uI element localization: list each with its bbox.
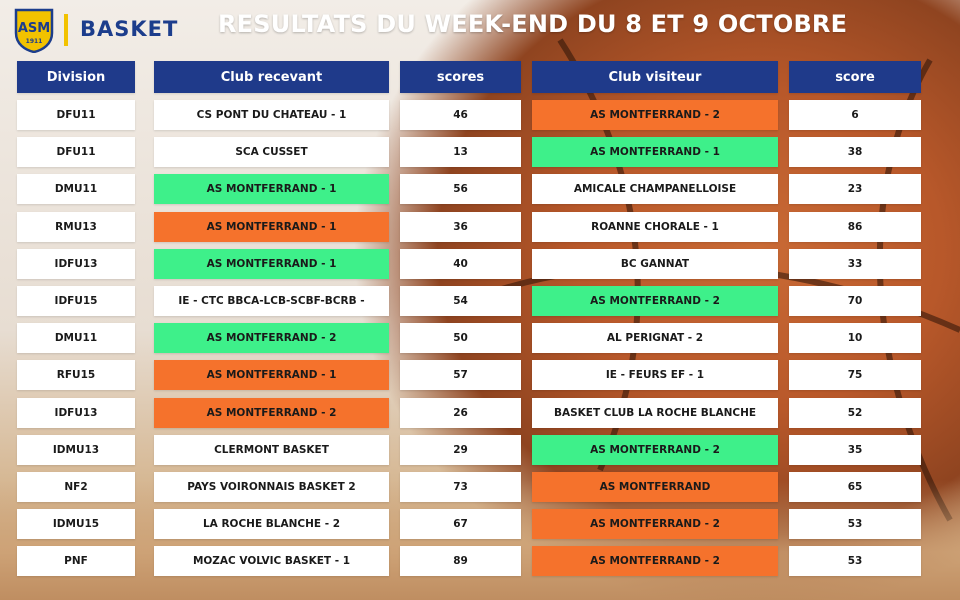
away-club-cell: AMICALE CHAMPANELLOISE [532,174,778,204]
home-club-cell: CLERMONT BASKET [154,435,389,465]
home-score-cell: 13 [400,137,521,167]
away-club-cell: AS MONTFERRAND - 2 [532,286,778,316]
away-score-cell: 33 [789,249,921,279]
home-score-cell: 57 [400,360,521,390]
logo-text: ASM [18,21,50,36]
away-club-cell: BC GANNAT [532,249,778,279]
home-club-cell: SCA CUSSET [154,137,389,167]
away-club-cell: AS MONTFERRAND - 2 [532,100,778,130]
home-score-cell: 26 [400,398,521,428]
away-club-cell: AS MONTFERRAND [532,472,778,502]
home-club-cell: LA ROCHE BLANCHE - 2 [154,509,389,539]
away-club-cell: BASKET CLUB LA ROCHE BLANCHE [532,398,778,428]
column-header-away-score: score [789,61,921,93]
home-score-cell: 56 [400,174,521,204]
home-score-cell: 46 [400,100,521,130]
home-score-cell: 89 [400,546,521,576]
away-club-cell: IE - FEURS EF - 1 [532,360,778,390]
division-cell: RFU15 [17,360,135,390]
home-club-cell: MOZAC VOLVIC BASKET - 1 [154,546,389,576]
away-score-cell: 53 [789,546,921,576]
division-cell: IDFU15 [17,286,135,316]
column-header-home-score: scores [400,61,521,93]
home-club-cell: AS MONTFERRAND - 1 [154,212,389,242]
home-score-cell: 73 [400,472,521,502]
brand-label: BASKET [80,17,179,41]
home-club-cell: PAYS VOIRONNAIS BASKET 2 [154,472,389,502]
home-club-cell: AS MONTFERRAND - 1 [154,249,389,279]
away-club-cell: ROANNE CHORALE - 1 [532,212,778,242]
division-cell: DMU11 [17,174,135,204]
home-score-cell: 36 [400,212,521,242]
away-score-cell: 38 [789,137,921,167]
division-cell: NF2 [17,472,135,502]
away-score-cell: 86 [789,212,921,242]
division-cell: DMU11 [17,323,135,353]
column-header-away-club: Club visiteur [532,61,778,93]
division-cell: PNF [17,546,135,576]
away-club-cell: AS MONTFERRAND - 1 [532,137,778,167]
column-header-home-club: Club recevant [154,61,389,93]
home-club-cell: AS MONTFERRAND - 1 [154,174,389,204]
logo-divider [64,14,68,46]
away-score-cell: 23 [789,174,921,204]
away-score-cell: 6 [789,100,921,130]
division-cell: IDFU13 [17,249,135,279]
home-club-cell: AS MONTFERRAND - 2 [154,398,389,428]
home-club-cell: CS PONT DU CHATEAU - 1 [154,100,389,130]
away-club-cell: AS MONTFERRAND - 2 [532,546,778,576]
home-score-cell: 54 [400,286,521,316]
division-cell: DFU11 [17,137,135,167]
division-cell: IDFU13 [17,398,135,428]
away-score-cell: 65 [789,472,921,502]
division-cell: RMU13 [17,212,135,242]
division-cell: IDMU13 [17,435,135,465]
home-club-cell: AS MONTFERRAND - 1 [154,360,389,390]
away-club-cell: AS MONTFERRAND - 2 [532,435,778,465]
away-score-cell: 75 [789,360,921,390]
away-score-cell: 52 [789,398,921,428]
asm-logo: ASM 1911 [14,8,54,53]
away-score-cell: 53 [789,509,921,539]
page-title: RESULTATS DU WEEK-END DU 8 ET 9 OCTOBRE [218,10,848,38]
away-club-cell: AS MONTFERRAND - 2 [532,509,778,539]
column-header-division: Division [17,61,135,93]
away-score-cell: 10 [789,323,921,353]
home-club-cell: AS MONTFERRAND - 2 [154,323,389,353]
away-club-cell: AL PERIGNAT - 2 [532,323,778,353]
home-score-cell: 29 [400,435,521,465]
division-cell: DFU11 [17,100,135,130]
home-score-cell: 40 [400,249,521,279]
away-score-cell: 70 [789,286,921,316]
home-club-cell: IE - CTC BBCA-LCB-SCBF-BCRB - [154,286,389,316]
home-score-cell: 67 [400,509,521,539]
home-score-cell: 50 [400,323,521,353]
division-cell: IDMU15 [17,509,135,539]
logo-year: 1911 [26,38,43,45]
away-score-cell: 35 [789,435,921,465]
